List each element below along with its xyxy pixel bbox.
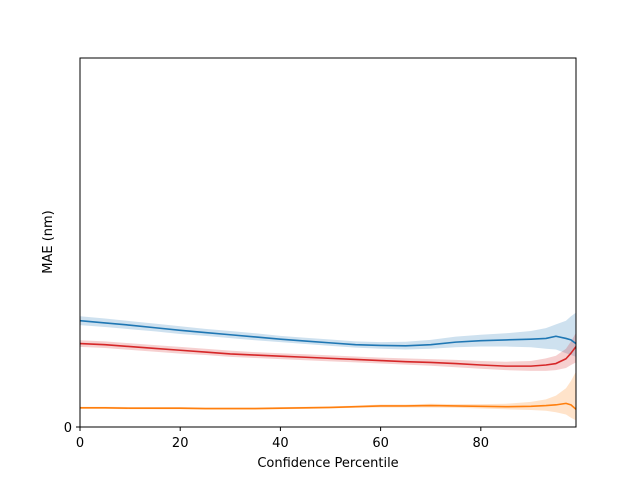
y-tick-label: 0 bbox=[64, 421, 72, 436]
y-axis-ticks: 0 bbox=[64, 421, 80, 436]
x-tick-label: 40 bbox=[272, 436, 289, 451]
x-tick-label: 80 bbox=[473, 436, 490, 451]
series-1-line bbox=[79, 342, 577, 367]
y-axis-label: MAE (nm) bbox=[41, 210, 56, 274]
x-tick-label: 60 bbox=[372, 436, 389, 451]
x-tick-label: 20 bbox=[172, 436, 189, 451]
series-1-band bbox=[80, 332, 576, 371]
plot-frame bbox=[79, 57, 577, 428]
series-0-band bbox=[80, 312, 576, 357]
series-0-line bbox=[79, 319, 577, 347]
series-lines bbox=[79, 319, 577, 410]
x-axis-ticks: 0 20 40 60 80 bbox=[76, 427, 489, 451]
x-axis-label: Confidence Percentile bbox=[257, 456, 398, 471]
series-2-line bbox=[80, 402, 577, 410]
x-tick-label: 0 bbox=[76, 436, 84, 451]
